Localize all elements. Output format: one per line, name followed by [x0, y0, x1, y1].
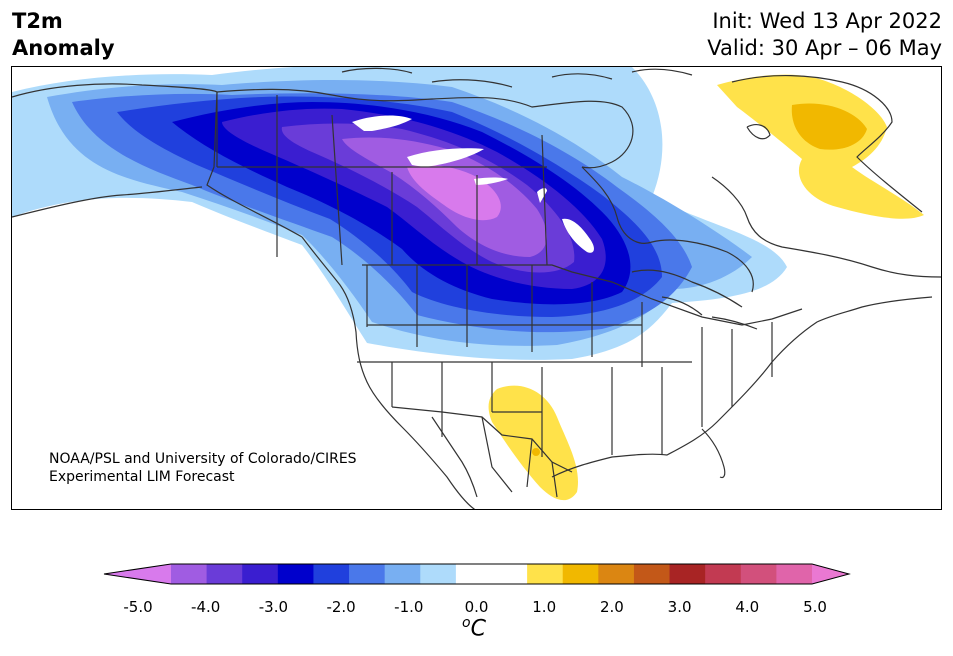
- valid-date: Valid: 30 Apr – 06 May: [707, 36, 942, 60]
- colorbar-tick-label: 3.0: [667, 598, 692, 616]
- colorbar-tick-label: -4.0: [191, 598, 221, 616]
- arctic-islands: [341, 67, 693, 88]
- colorbar-cell: [705, 564, 742, 584]
- colorbar-tick-label: -3.0: [258, 598, 289, 616]
- colorbar-cell: [242, 564, 279, 584]
- contour-plus-1-0-mexico: [532, 448, 540, 456]
- arctic-coast: [216, 88, 634, 169]
- title-line-1: T2m: [12, 9, 63, 33]
- lake-mask-2: [407, 148, 484, 167]
- colorbar-cell: [527, 564, 564, 584]
- colorbar-cell: [384, 564, 421, 584]
- units-letter: C: [470, 616, 486, 642]
- florida-coast: [701, 428, 726, 479]
- hudson-bay-coast: [581, 166, 754, 293]
- colorbar-extend-right: [812, 564, 849, 584]
- colorbar-outline: [103, 563, 851, 585]
- map-title: T2m Anomaly: [12, 8, 115, 62]
- colorbar-cell: [171, 564, 208, 584]
- colorbar-cell: [562, 564, 599, 584]
- colorbar-tick-label: 0.0: [464, 598, 489, 616]
- us-canada-border: [362, 264, 803, 326]
- colorbar-tick-label: 1.0: [532, 598, 557, 616]
- contour-plus-0-5-mexico: [488, 385, 578, 501]
- units-degree: o: [462, 615, 471, 631]
- alaska-coast: [12, 83, 303, 238]
- colorbar-cells: [171, 564, 813, 584]
- colorbar-tick-label: 4.0: [735, 598, 760, 616]
- map-canvas: [12, 67, 941, 509]
- lake-mask-4: [562, 218, 594, 253]
- lake-mask-3: [474, 177, 508, 185]
- colorbar-cell: [313, 564, 350, 584]
- forecast-dates: Init: Wed 13 Apr 2022 Valid: 30 Apr – 06…: [707, 8, 942, 62]
- forecast-credit: NOAA/PSL and University of Colorado/CIRE…: [49, 450, 357, 486]
- colorbar-extend-left: [104, 564, 171, 584]
- colorbar-cell: [455, 564, 492, 584]
- great-lakes: [631, 269, 758, 330]
- colorbar-cell: [776, 564, 813, 584]
- anomaly-contours: [12, 67, 924, 501]
- baja-california: [431, 416, 478, 498]
- contour-plus-1-0-greenland: [791, 103, 867, 150]
- lake-mask-1: [352, 115, 412, 131]
- credit-line-2: Experimental LIM Forecast: [49, 469, 235, 485]
- colorbar-cell: [277, 564, 314, 584]
- colorbar-cell: [740, 564, 777, 584]
- colorbar-cell: [420, 564, 457, 584]
- colorbar-cell: [669, 564, 706, 584]
- credit-line-1: NOAA/PSL and University of Colorado/CIRE…: [49, 451, 357, 467]
- coastlines-borders: [12, 67, 941, 509]
- colorbar-units: oC: [462, 615, 486, 641]
- colorbar-cell: [598, 564, 635, 584]
- mexico-states: [481, 416, 558, 498]
- pacific-coast: [301, 236, 476, 509]
- colorbar-cell: [491, 564, 528, 584]
- us-states: [357, 265, 773, 457]
- anomaly-map: [11, 66, 942, 510]
- colorbar-cell: [349, 564, 386, 584]
- greenland-coast: [731, 74, 923, 213]
- init-date: Init: Wed 13 Apr 2022: [712, 9, 942, 33]
- colorbar-tick-label: -2.0: [326, 598, 356, 616]
- labrador-coast: [711, 176, 941, 278]
- colorbar-tick-label: -1.0: [394, 598, 424, 616]
- colorbar-tick-label: 2.0: [599, 598, 624, 616]
- gulf-coast: [551, 296, 933, 478]
- colorbar-cell: [633, 564, 671, 584]
- colorbar-cell: [206, 564, 243, 584]
- title-line-2: Anomaly: [12, 36, 115, 60]
- colorbar-tick-label: -5.0: [123, 598, 153, 616]
- colorbar-tick-label: 5.0: [803, 598, 827, 616]
- canada-provinces: [216, 92, 548, 266]
- colorbar: [103, 563, 851, 585]
